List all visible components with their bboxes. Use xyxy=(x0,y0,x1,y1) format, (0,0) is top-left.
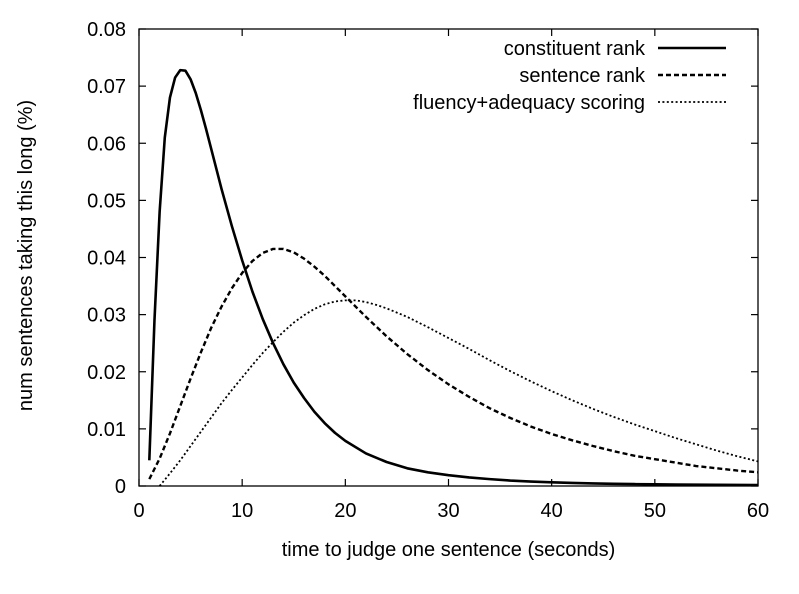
series-line-1 xyxy=(148,247,759,480)
x-tick-label: 0 xyxy=(133,500,144,522)
y-tick-label: 0.04 xyxy=(87,248,126,270)
x-tick-label: 40 xyxy=(541,500,563,522)
legend: constituent rank sentence rank fluency+ade… xyxy=(413,38,726,114)
legend-label-1: sentence rank xyxy=(519,65,646,87)
series-line-0 xyxy=(148,68,759,487)
y-axis-label: num sentences taking this long (%) xyxy=(15,100,37,411)
legend-label-0: constituent rank xyxy=(504,38,646,60)
series-lines xyxy=(148,68,759,487)
axes: 0 10 20 30 40 50 60 0 0.01 0.02 0.03 0.04 0.05 0.06 0.… xyxy=(87,19,769,522)
y-tick-label: 0.05 xyxy=(87,190,126,212)
x-tick-label: 30 xyxy=(437,500,459,522)
y-tick-label: 0.02 xyxy=(87,362,126,384)
y-tick-label: 0 xyxy=(115,476,126,498)
x-tick-label: 50 xyxy=(644,500,666,522)
x-axis-label: time to judge one sentence (seconds) xyxy=(282,539,616,561)
x-tick-label: 10 xyxy=(231,500,253,522)
y-tick-label: 0.01 xyxy=(87,419,126,441)
series-line-2 xyxy=(158,299,759,487)
x-tick-label: 60 xyxy=(747,500,769,522)
y-tick-label: 0.08 xyxy=(87,19,126,41)
y-tick-label: 0.03 xyxy=(87,305,126,327)
x-tick-label: 20 xyxy=(334,500,356,522)
legend-label-2: fluency+adequacy scoring xyxy=(413,92,645,114)
y-tick-label: 0.06 xyxy=(87,133,126,155)
y-tick-label: 0.07 xyxy=(87,76,126,98)
